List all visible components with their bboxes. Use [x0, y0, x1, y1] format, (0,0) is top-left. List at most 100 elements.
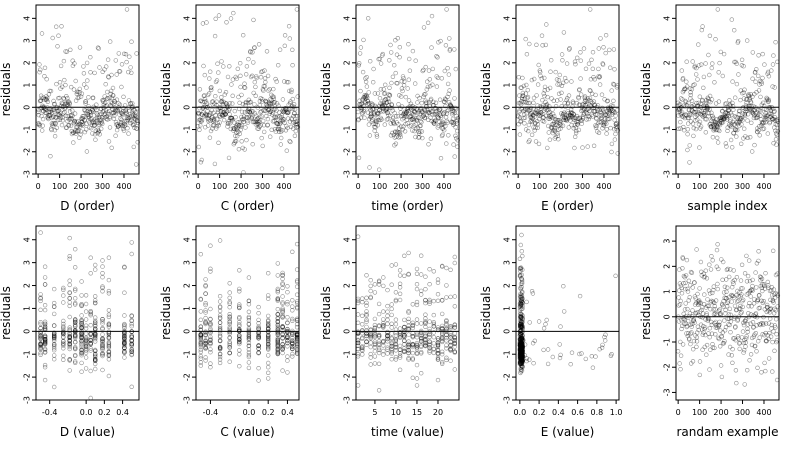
residual-point: [440, 132, 445, 137]
residual-point: [50, 121, 56, 127]
residual-point: [700, 311, 706, 316]
residual-point: [738, 311, 743, 316]
residual-point: [79, 119, 84, 125]
residual-point: [108, 99, 114, 105]
residual-point: [295, 94, 300, 99]
residual-point: [403, 94, 408, 100]
residual-point: [368, 278, 373, 283]
residual-point: [217, 105, 222, 110]
residual-point: [110, 110, 115, 116]
residual-point: [56, 108, 62, 113]
residual-point: [92, 132, 98, 137]
residual-point: [61, 58, 67, 64]
residual-point: [454, 136, 459, 141]
residual-point: [96, 122, 102, 128]
residual-point: [452, 47, 457, 52]
residual-point: [241, 114, 247, 119]
residual-point: [377, 56, 382, 61]
residual-point: [52, 128, 58, 133]
residual-point: [427, 110, 432, 115]
residual-point: [571, 100, 576, 106]
x-tick-label: 0.8: [590, 408, 603, 417]
residual-point: [744, 38, 750, 43]
residual-point: [750, 76, 755, 81]
residual-point: [734, 81, 740, 87]
residual-point: [199, 98, 204, 104]
y-tick-label: 0: [503, 329, 512, 334]
residual-point: [550, 115, 555, 121]
residual-point: [60, 115, 65, 120]
residual-point: [523, 127, 529, 132]
residual-point: [397, 268, 403, 273]
residual-point: [105, 110, 110, 115]
residual-point: [716, 70, 721, 75]
residual-point: [225, 102, 230, 108]
residual-point: [546, 116, 551, 121]
residual-point: [214, 123, 220, 129]
residual-point: [408, 117, 413, 123]
residual-point: [106, 373, 112, 379]
residual-point: [41, 105, 47, 111]
residual-point: [603, 332, 608, 337]
residual-point: [97, 112, 103, 118]
residual-point: [551, 98, 556, 104]
residual-point: [371, 121, 376, 127]
residual-point: [561, 117, 566, 123]
residual-point: [541, 91, 546, 96]
residual-point: [95, 120, 101, 126]
residual-point: [555, 131, 560, 136]
residual-point: [529, 289, 535, 294]
y-tick-label: 4: [663, 16, 672, 21]
y-axis-label: residuals: [159, 63, 173, 117]
residual-point: [270, 101, 275, 106]
residual-point: [39, 31, 45, 36]
residual-point: [428, 115, 433, 120]
residual-point: [266, 107, 271, 113]
residual-point: [444, 141, 449, 146]
residual-point: [580, 145, 585, 150]
residual-point: [232, 140, 237, 145]
y-tick-label: 3: [23, 38, 32, 43]
residual-point: [59, 84, 65, 90]
residual-point: [107, 39, 113, 44]
residual-point: [55, 117, 61, 123]
residual-point: [433, 111, 438, 117]
residual-point: [401, 115, 407, 120]
residual-point: [200, 99, 205, 105]
residual-point: [755, 365, 760, 370]
residual-point: [585, 144, 590, 149]
residual-point: [364, 74, 369, 80]
residual-point: [707, 335, 712, 340]
residual-point: [583, 66, 589, 72]
residual-point: [534, 119, 540, 124]
residual-point: [208, 361, 213, 366]
residual-point: [207, 135, 213, 140]
residual-point: [87, 109, 93, 114]
residual-point: [534, 109, 540, 115]
residual-point: [73, 98, 79, 103]
residual-point: [51, 353, 57, 358]
y-tick-label: 1: [663, 83, 672, 88]
residual-point: [208, 85, 214, 91]
residual-point: [103, 111, 108, 116]
x-tick-label: 5: [372, 408, 377, 417]
residual-point: [421, 25, 427, 30]
residual-point: [271, 96, 276, 101]
residual-point: [703, 61, 708, 66]
residual-point: [541, 115, 546, 120]
residual-point: [205, 104, 210, 110]
residual-point: [393, 322, 399, 327]
residual-point: [118, 110, 124, 116]
residual-point: [267, 101, 272, 107]
residual-point: [246, 309, 252, 314]
residual-point: [412, 128, 417, 134]
residual-point: [73, 78, 78, 84]
residual-point: [381, 109, 386, 114]
residual-point: [285, 354, 290, 359]
residual-point: [526, 100, 531, 106]
residual-point: [527, 320, 532, 325]
residual-point: [358, 115, 364, 121]
residual-point: [368, 58, 373, 64]
residual-point: [214, 78, 220, 83]
